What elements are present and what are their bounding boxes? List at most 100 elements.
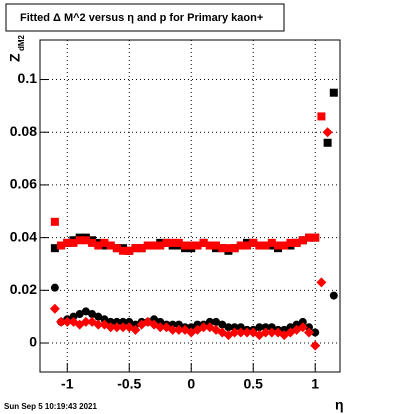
marker-square xyxy=(193,241,202,250)
marker-square xyxy=(230,244,239,253)
marker-square xyxy=(50,244,59,253)
marker-square xyxy=(317,112,326,121)
marker-diamond xyxy=(297,322,308,333)
marker-circle xyxy=(218,320,227,329)
marker-circle xyxy=(81,307,90,316)
marker-square xyxy=(292,238,301,247)
y-axis-label-group: Z dM2 xyxy=(7,34,26,62)
chart-title: Fitted Δ M^2 versus η and p for Primary … xyxy=(20,12,263,24)
marker-circle xyxy=(75,310,84,319)
x-tick-label: 0 xyxy=(187,376,195,392)
marker-circle xyxy=(261,323,270,332)
marker-circle xyxy=(112,317,121,326)
y-tick-label: 0.08 xyxy=(10,123,37,139)
marker-square xyxy=(267,238,276,247)
marker-circle xyxy=(298,317,307,326)
marker-square xyxy=(261,241,270,250)
marker-diamond xyxy=(304,327,315,338)
marker-diamond xyxy=(167,324,178,335)
marker-square xyxy=(75,236,84,245)
marker-diamond xyxy=(118,322,129,333)
marker-circle xyxy=(125,317,134,326)
marker-square xyxy=(187,241,196,250)
marker-square xyxy=(100,238,109,247)
marker-square xyxy=(212,241,221,250)
y-tick-label: 0.06 xyxy=(10,176,37,192)
x-tick-label: 0.5 xyxy=(243,376,263,392)
y-axis-label: Z xyxy=(7,53,23,62)
marker-circle xyxy=(267,323,276,332)
title-box xyxy=(5,3,285,32)
marker-square xyxy=(168,238,177,247)
marker-square xyxy=(69,238,78,247)
marker-square xyxy=(298,236,307,245)
y-tick-label: 0.02 xyxy=(10,281,37,297)
marker-diamond xyxy=(111,322,122,333)
marker-diamond xyxy=(322,127,333,138)
marker-circle xyxy=(305,323,314,332)
marker-circle xyxy=(174,320,183,329)
marker-square xyxy=(63,238,72,247)
marker-diamond xyxy=(310,340,321,351)
marker-diamond xyxy=(155,322,166,333)
marker-circle xyxy=(100,315,109,324)
marker-circle xyxy=(230,323,239,332)
marker-square xyxy=(181,241,190,250)
marker-circle xyxy=(69,312,78,321)
marker-square xyxy=(150,241,159,250)
x-axis-label: η xyxy=(335,397,344,413)
marker-diamond xyxy=(242,327,253,338)
marker-square xyxy=(249,238,258,247)
marker-square xyxy=(156,241,165,250)
marker-square xyxy=(199,238,208,247)
marker-square xyxy=(274,241,283,250)
marker-square xyxy=(94,241,103,250)
marker-circle xyxy=(212,317,221,326)
marker-diamond xyxy=(56,316,67,327)
marker-circle xyxy=(255,323,264,332)
marker-circle xyxy=(88,310,97,319)
marker-square xyxy=(57,241,66,250)
marker-square xyxy=(143,241,152,250)
marker-square xyxy=(286,238,295,247)
y-tick-label: 0 xyxy=(29,334,37,350)
marker-square xyxy=(305,233,314,242)
marker-circle xyxy=(329,291,338,300)
marker-square xyxy=(131,244,140,253)
marker-circle xyxy=(236,323,245,332)
x-tick-label: -1 xyxy=(61,376,74,392)
marker-diamond xyxy=(266,327,277,338)
x-tick-label: 1 xyxy=(311,376,319,392)
marker-square xyxy=(125,246,134,255)
marker-diamond xyxy=(235,327,246,338)
marker-diamond xyxy=(229,327,240,338)
marker-diamond xyxy=(316,277,327,288)
marker-square xyxy=(106,241,115,250)
y-axis-label-subscript: dM2 xyxy=(17,34,26,51)
marker-diamond xyxy=(198,322,209,333)
marker-square xyxy=(112,244,121,253)
date: Sun Sep 5 10:19:43 2021 xyxy=(4,402,97,411)
marker-square xyxy=(50,217,59,226)
marker-square xyxy=(205,241,214,250)
marker-square xyxy=(88,238,97,247)
marker-circle xyxy=(311,328,320,337)
marker-diamond xyxy=(260,327,271,338)
marker-square xyxy=(323,138,332,147)
x-tick-label: -0.5 xyxy=(117,376,141,392)
marker-circle xyxy=(50,283,59,292)
marker-square xyxy=(174,238,183,247)
marker-square xyxy=(243,241,252,250)
marker-diamond xyxy=(93,319,104,330)
marker-square xyxy=(162,238,171,247)
marker-circle xyxy=(119,317,128,326)
marker-square xyxy=(81,236,90,245)
marker-square xyxy=(218,244,227,253)
marker-square xyxy=(255,241,264,250)
plot-frame xyxy=(39,39,341,373)
marker-diamond xyxy=(130,324,141,335)
marker-square xyxy=(119,246,128,255)
y-tick-label: 0.04 xyxy=(10,228,37,244)
